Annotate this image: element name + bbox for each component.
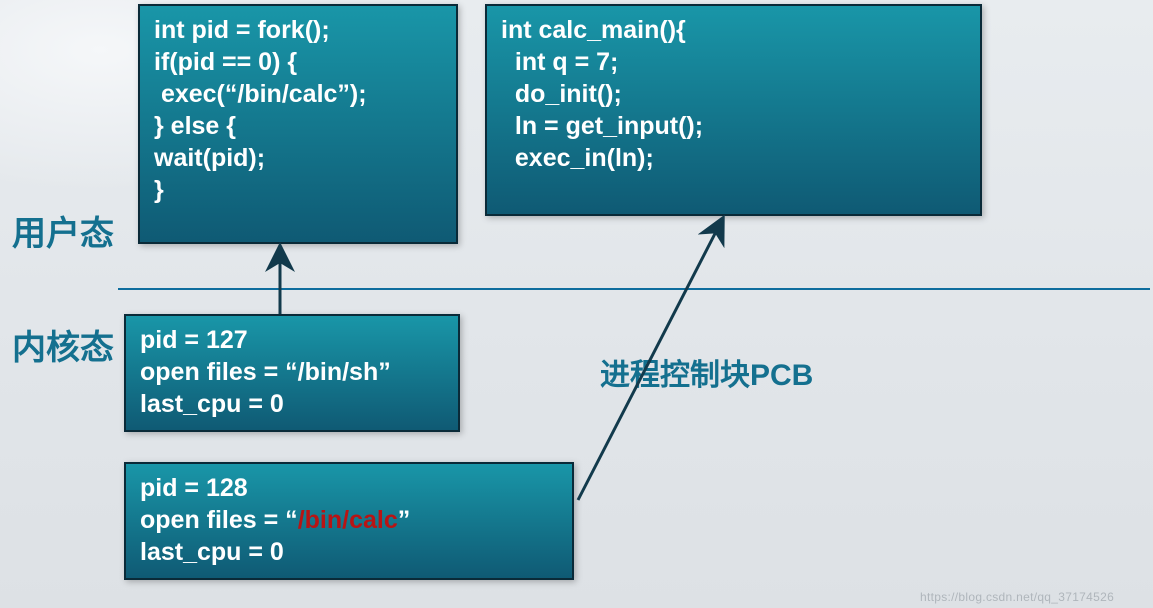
parent-process-code: int pid = fork(); if(pid == 0) { exec(“/…	[138, 4, 458, 244]
pcb-block-a: pid = 127 open files = “/bin/sh” last_cp…	[124, 314, 460, 432]
mode-divider-line	[118, 288, 1150, 290]
label-kernel-mode: 内核态	[12, 320, 114, 369]
watermark-text: https://blog.csdn.net/qq_37174526	[920, 590, 1114, 604]
code-text: pid = 127 open files = “/bin/sh” last_cp…	[140, 326, 391, 418]
child-process-code: int calc_main(){ int q = 7; do_init(); l…	[485, 4, 982, 216]
label-pcb: 进程控制块PCB	[600, 350, 813, 394]
highlight-path: /bin/calc	[298, 506, 398, 534]
code-text: int pid = fork(); if(pid == 0) { exec(“/…	[154, 16, 367, 204]
code-text: int calc_main(){ int q = 7; do_init(); l…	[501, 16, 703, 172]
label-user-mode: 用户态	[12, 206, 114, 255]
pcb-block-b: pid = 128 open files = “/bin/calc” last_…	[124, 462, 574, 580]
